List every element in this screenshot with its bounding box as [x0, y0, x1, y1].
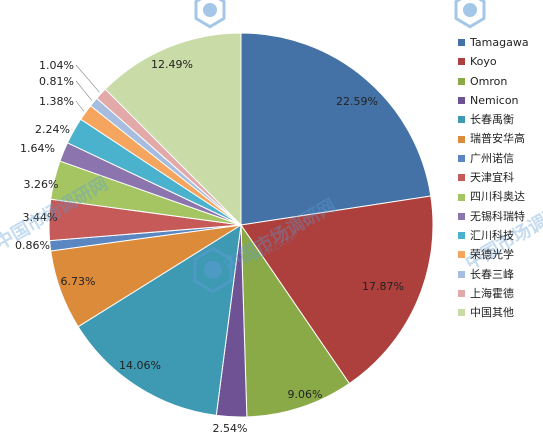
leader-line [75, 80, 93, 101]
legend-label: 四川科奥达 [470, 190, 525, 204]
data-label: 3.44% [23, 211, 58, 224]
pie-slices [48, 32, 434, 418]
leader-line [75, 100, 85, 112]
legend-swatch [458, 58, 465, 66]
legend-item: 汇川科技 [458, 226, 529, 245]
legend-item: 广州诺信 [458, 149, 529, 168]
pie-slice [104, 32, 242, 227]
data-label: 0.81% [39, 75, 74, 88]
legend-item: Nemicon [458, 91, 529, 110]
data-label: 12.49% [151, 58, 193, 71]
legend-item: 无锡科瑞特 [458, 207, 529, 226]
legend-label: 长春禹衡 [470, 113, 514, 127]
legend-label: 荣德光学 [470, 248, 514, 262]
legend-swatch [458, 154, 465, 162]
legend-label: Nemicon [470, 93, 519, 107]
data-label: 1.04% [39, 59, 74, 72]
legend-item: 瑞普安华高 [458, 129, 529, 148]
legend-swatch [458, 251, 465, 259]
data-label: 6.73% [61, 275, 96, 288]
legend-label: 无锡科瑞特 [470, 209, 525, 223]
legend-item: 长春三峰 [458, 265, 529, 284]
data-label: 2.24% [35, 123, 70, 136]
legend-swatch [458, 290, 465, 297]
legend-label: 瑞普安华高 [470, 132, 525, 146]
legend-label: 长春三峰 [470, 267, 514, 281]
data-labels: 22.59% 17.87% 9.06% 2.54% 14.06% 6.73% 0.86% 3.… [15, 58, 404, 435]
legend-label: Omron [470, 74, 508, 88]
pie-slice [77, 224, 242, 416]
legend-label: 天津宜科 [470, 171, 514, 185]
legend-item: Tamagawa [458, 33, 529, 52]
legend-item: 荣德光学 [458, 245, 529, 264]
legend-item: 上海霍德 [458, 284, 529, 303]
legend-swatch [458, 77, 465, 85]
pie-slice [240, 195, 434, 385]
legend-item: Omron [458, 72, 529, 91]
legend-swatch [458, 309, 465, 317]
pie-slice [240, 32, 432, 226]
data-label: 0.86% [15, 239, 50, 252]
legend-label: Tamagawa [470, 36, 529, 49]
watermark-logo-icon [454, 0, 486, 29]
data-label: 2.54% [213, 422, 248, 435]
leader-lines [71, 64, 100, 130]
legend-swatch [458, 212, 465, 220]
data-label: 17.87% [362, 280, 404, 293]
legend-item: 中国其他 [458, 303, 529, 322]
legend-swatch [458, 135, 465, 143]
legend-label: 广州诺信 [470, 151, 514, 165]
data-label: 1.38% [39, 95, 74, 108]
legend-swatch [458, 39, 465, 47]
legend-swatch [458, 97, 465, 105]
legend-swatch [458, 232, 465, 240]
legend-label: 中国其他 [470, 306, 514, 320]
data-label: 1.64% [20, 142, 55, 155]
legend-item: 长春禹衡 [458, 110, 529, 129]
legend-item: 天津宜科 [458, 168, 529, 187]
data-label: 14.06% [119, 359, 161, 372]
watermark-logo-icon [193, 246, 233, 294]
data-label: 9.06% [288, 388, 323, 401]
legend-item: Koyo [458, 52, 529, 71]
legend-label: 汇川科技 [470, 228, 514, 242]
legend-swatch [458, 174, 465, 182]
legend-swatch [458, 193, 465, 201]
legend-label: 上海霍德 [470, 286, 514, 300]
data-label: 3.26% [24, 178, 59, 191]
legend-label: Koyo [470, 55, 497, 69]
legend-item: 四川科奥达 [458, 187, 529, 206]
data-label: 22.59% [336, 95, 378, 108]
legend-swatch [458, 116, 465, 124]
pie-slice [240, 223, 351, 418]
watermark-logo-icon [194, 0, 226, 29]
legend: Tamagawa Koyo Omron Nemicon 长春禹衡瑞普安华高广州诺信天津宜… [458, 33, 529, 322]
legend-swatch [458, 270, 465, 278]
leader-line [75, 64, 100, 93]
